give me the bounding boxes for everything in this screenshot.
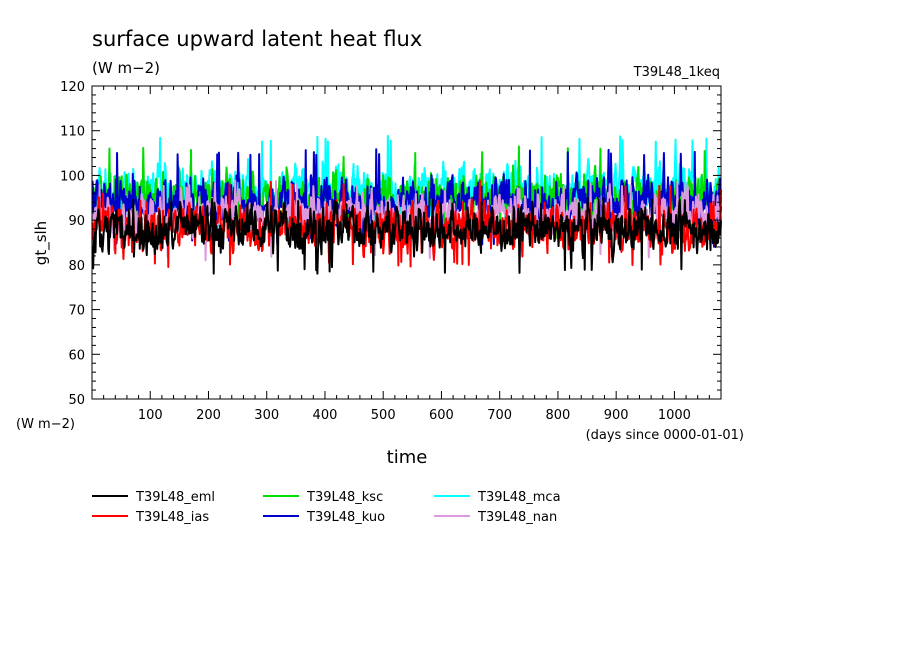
y-tick-label: 90 <box>68 214 85 229</box>
x-unit-label: (days since 0000-01-01) <box>586 428 744 443</box>
legend-label: T39L48_ias <box>135 510 209 525</box>
y-unit-label: (W m−2) <box>16 417 75 432</box>
y-tick-label: 100 <box>60 169 85 184</box>
y-tick-label: 110 <box>60 125 85 140</box>
x-tick-label: 700 <box>487 408 512 423</box>
chart-title: surface upward latent heat flux <box>92 27 422 51</box>
legend: T39L48_eml T39L48_ksc T39L48_mca T39L48_ias… <box>92 490 561 525</box>
series-line-T39L48_eml <box>91 196 722 275</box>
x-tick-label: 1000 <box>658 408 691 423</box>
legend-label: T39L48_kuo <box>306 510 385 525</box>
y-tick-label: 70 <box>68 304 85 319</box>
y-tick-label: 120 <box>60 80 85 95</box>
x-tick-label: 600 <box>429 408 454 423</box>
x-tick-label: 300 <box>254 408 279 423</box>
legend-label: T39L48_eml <box>135 490 215 505</box>
chart-subtitle: (W m−2) <box>92 59 160 77</box>
legend-label: T39L48_mca <box>477 490 561 505</box>
series-line-T39L48_kuo <box>91 148 722 248</box>
experiment-label: T39L48_1keq <box>633 65 720 80</box>
x-tick-label: 100 <box>138 408 163 423</box>
axis-layer: 50 60 70 80 90 100 110 120 100 200 300 400 500 600 700… <box>60 80 721 423</box>
x-tick-label: 400 <box>313 408 338 423</box>
y-tick-label: 50 <box>68 393 85 408</box>
series-layer <box>91 134 722 275</box>
x-tick-label: 500 <box>371 408 396 423</box>
legend-label: T39L48_ksc <box>306 490 383 505</box>
x-axis-label: time <box>387 447 428 468</box>
y-axis-label: gt_slh <box>32 221 51 265</box>
legend-label: T39L48_nan <box>477 510 557 525</box>
x-tick-label: 900 <box>604 408 629 423</box>
x-tick-label: 800 <box>546 408 571 423</box>
x-tick-label: 200 <box>196 408 221 423</box>
y-tick-label: 80 <box>68 259 85 274</box>
y-tick-label: 60 <box>68 348 85 363</box>
